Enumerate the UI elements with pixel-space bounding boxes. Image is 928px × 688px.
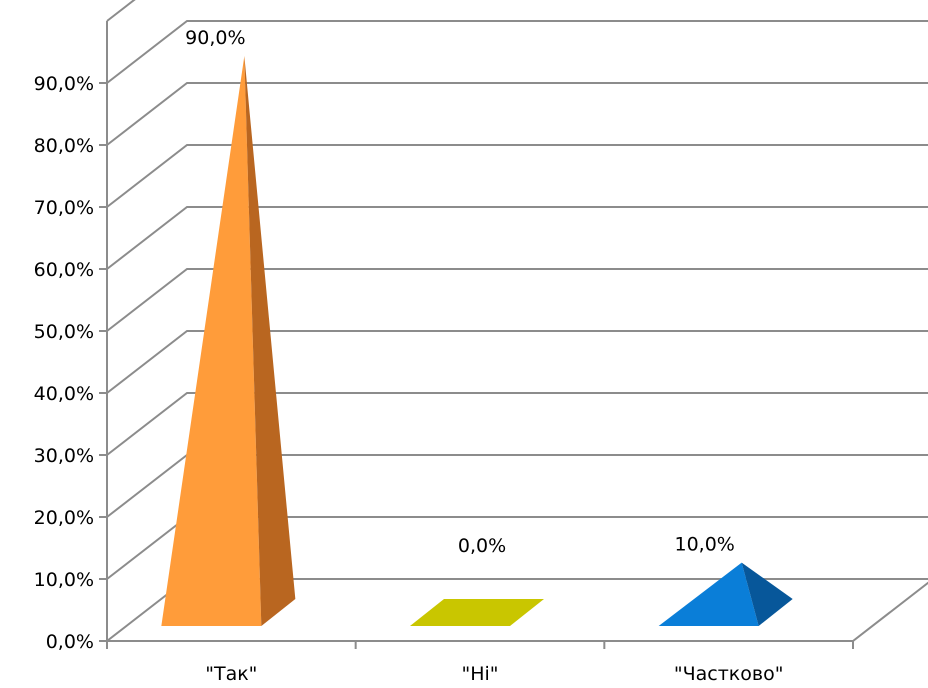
y-tick-label: 50,0% — [34, 321, 94, 343]
gridline — [106, 392, 928, 456]
gridline — [106, 268, 928, 332]
pyramid-bar — [658, 562, 793, 626]
data-label: 10,0% — [674, 534, 734, 556]
gridline — [106, 20, 928, 84]
x-category-label: "Так" — [205, 663, 257, 685]
pyramid-base — [410, 599, 544, 626]
gridline — [106, 0, 136, 22]
y-tick-label: 60,0% — [34, 259, 94, 281]
pyramid-bar — [161, 56, 296, 626]
y-tick-label: 30,0% — [34, 445, 94, 467]
y-tick-label: 10,0% — [34, 569, 94, 591]
gridlines — [106, 0, 928, 642]
gridline — [106, 206, 928, 270]
y-axis-tick-labels: 0,0% 10,0% 20,0% 30,0% 40,0% 50,0% 60,0% 70,0% 8… — [34, 73, 94, 653]
x-category-label: "Ні" — [461, 663, 498, 685]
pyramid-side-face — [244, 56, 296, 626]
pyramid-front-face — [161, 56, 262, 626]
y-tick-label: 80,0% — [34, 135, 94, 157]
y-tick-label: 20,0% — [34, 507, 94, 529]
pyramid-side-face — [741, 562, 793, 626]
y-tick-label: 70,0% — [34, 197, 94, 219]
pyramid-bar — [410, 599, 544, 626]
y-tick-label: 40,0% — [34, 383, 94, 405]
data-label: 0,0% — [458, 535, 506, 557]
pyramid-bars — [161, 56, 793, 626]
data-labels: 90,0% 0,0% 10,0% — [185, 27, 735, 557]
axes — [99, 21, 928, 649]
y-tick-label: 0,0% — [46, 631, 94, 653]
gridline — [106, 82, 928, 146]
pyramid-front-face — [658, 562, 759, 626]
gridline — [106, 144, 928, 208]
x-axis-category-labels: "Так" "Ні" "Частково" — [205, 663, 783, 685]
gridline — [106, 330, 928, 394]
x-category-label: "Частково" — [674, 663, 784, 685]
data-label: 90,0% — [185, 27, 245, 49]
y-tick-label: 90,0% — [34, 73, 94, 95]
